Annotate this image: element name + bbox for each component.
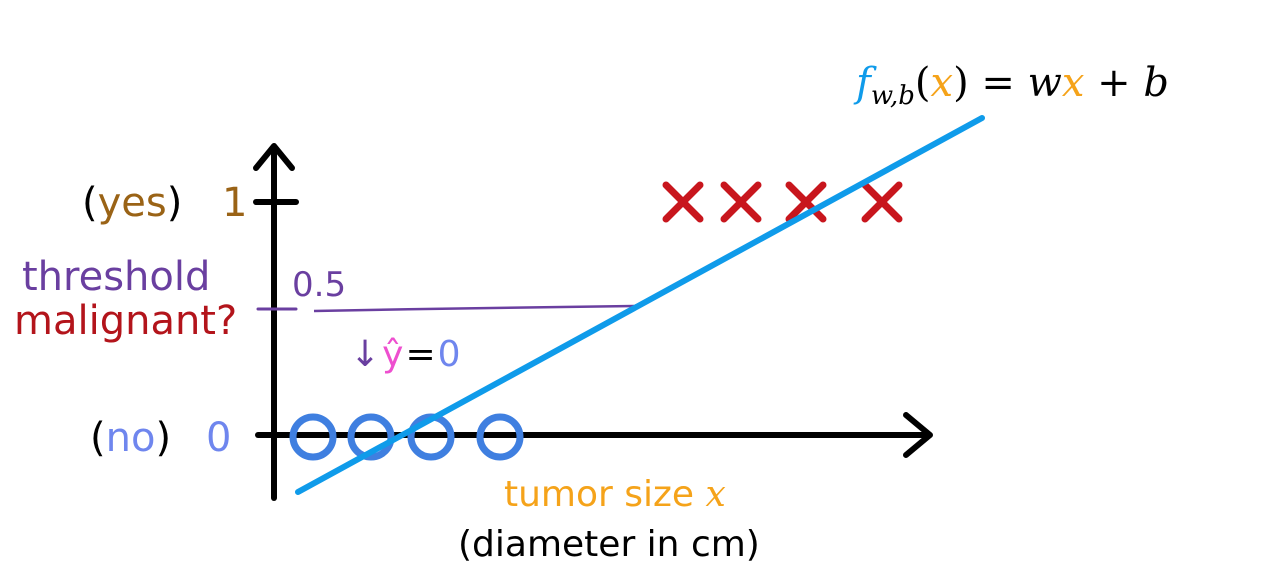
formula-x2: x	[1062, 60, 1085, 106]
formula: fw,b(x) = wx + b	[853, 60, 1169, 111]
yes-word: yes	[98, 180, 167, 226]
axes	[253, 143, 933, 501]
yes-open-paren: (	[82, 180, 98, 226]
formula-plus-b: + b	[1084, 60, 1169, 106]
y-axis-arrowhead	[253, 143, 295, 171]
threshold-line	[313, 304, 635, 313]
no-open-paren: (	[90, 415, 106, 461]
benign-circle-marker	[347, 413, 395, 461]
x-axis-arrowhead	[903, 412, 933, 458]
malignant-question: malignant?	[14, 298, 237, 344]
threshold-label: threshold	[22, 254, 210, 300]
prediction-value: 0	[438, 334, 461, 375]
tumor-size-text: tumor size	[504, 474, 706, 515]
diameter-label: (diameter in cm)	[458, 524, 760, 565]
no-close-paren: )	[155, 415, 171, 461]
prediction-annotation: ↓ŷ=0	[350, 334, 461, 375]
yes-close-paren: )	[167, 180, 183, 226]
tumor-size-label: tumor size x	[504, 474, 726, 515]
yes-label: (yes)	[82, 180, 182, 226]
malignant-cross-marker	[662, 181, 704, 223]
malignant-cross-marker	[720, 181, 762, 223]
formula-open-paren: (	[915, 60, 931, 106]
formula-x: x	[931, 60, 954, 106]
benign-circle-marker	[476, 413, 524, 461]
malignant-cross-marker	[861, 181, 903, 223]
regression-line	[295, 115, 985, 495]
threshold-value: 0.5	[292, 265, 346, 305]
cross-markers	[662, 181, 903, 223]
benign-circle-marker	[289, 413, 337, 461]
tumor-size-var: x	[706, 474, 726, 515]
y-tick-label-zero: 0	[206, 415, 231, 461]
formula-equals: =	[969, 60, 1028, 106]
no-word: no	[106, 415, 156, 461]
y-tick-label-one: 1	[222, 180, 247, 226]
formula-close-paren: )	[953, 60, 969, 106]
formula-subscript: w,b	[871, 81, 915, 111]
formula-w: w	[1028, 60, 1062, 106]
y-hat: ŷ	[382, 334, 403, 375]
malignant-cross-marker	[785, 181, 827, 223]
no-label: (no)	[90, 415, 171, 461]
circle-markers	[289, 413, 524, 461]
down-arrow-icon: ↓	[350, 334, 380, 375]
prediction-equals: =	[405, 334, 435, 375]
